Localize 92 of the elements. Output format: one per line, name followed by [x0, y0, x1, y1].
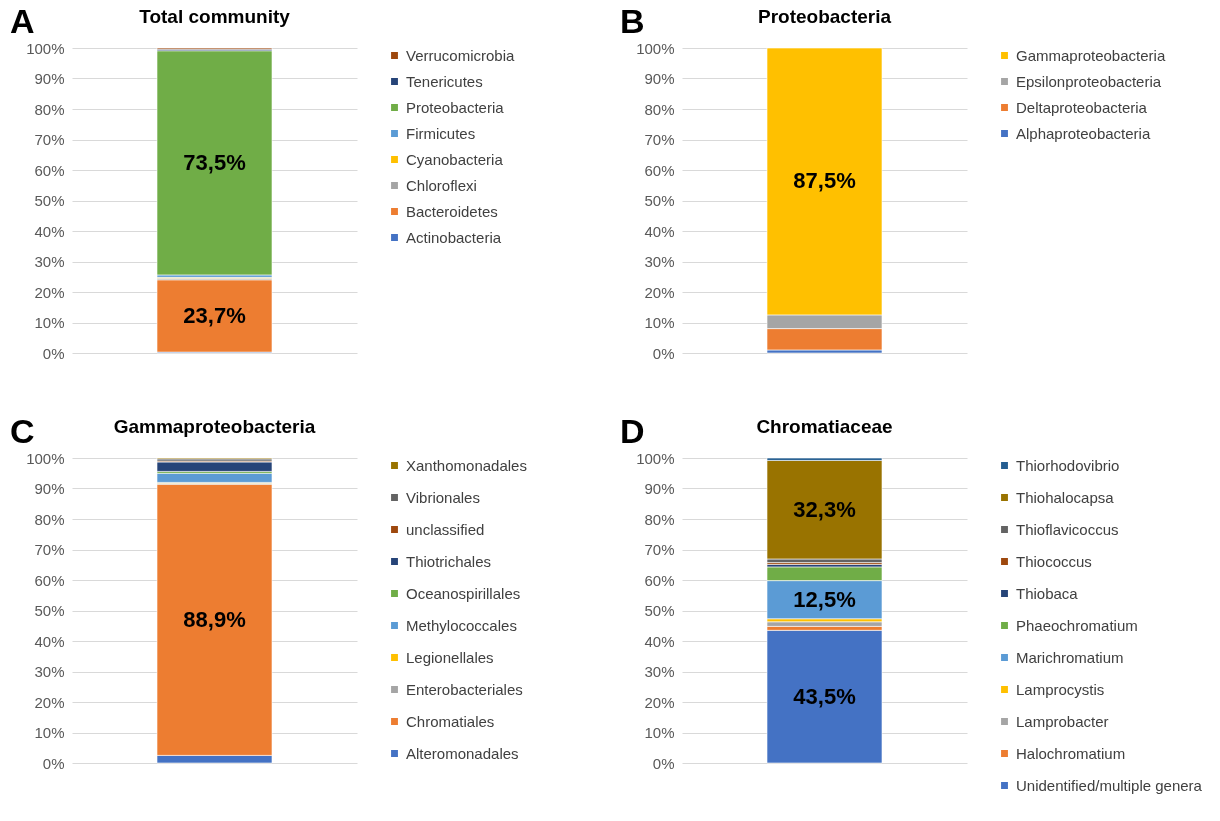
- legend-label: Firmicutes: [406, 124, 476, 142]
- legend-label: Alteromonadales: [406, 744, 519, 762]
- y-tick-label: 90%: [34, 480, 65, 497]
- legend-label: Legionellales: [406, 648, 494, 666]
- data-label: 12,5%: [793, 586, 856, 612]
- y-tick-label: 40%: [644, 632, 675, 650]
- y-tick-label: 40%: [34, 632, 65, 650]
- y-tick-label: 10%: [644, 724, 675, 741]
- chart-title: Total community: [139, 6, 291, 27]
- y-tick-label: 70%: [644, 541, 675, 558]
- legend-label: Thiorhodovibrio: [1016, 456, 1120, 474]
- legend-label: Phaeochromatium: [1016, 616, 1138, 634]
- legend-label: Marichromatium: [1016, 648, 1124, 666]
- legend-label: Thiococcus: [1016, 552, 1092, 570]
- legend-label: Proteobacteria: [406, 98, 505, 116]
- y-tick-label: 80%: [34, 100, 65, 118]
- legend-label: Epsilonproteobacteria: [1016, 72, 1162, 90]
- y-tick-label: 20%: [644, 283, 675, 301]
- legend-label: Enterobacteriales: [406, 680, 523, 698]
- y-tick-label: 100%: [26, 449, 65, 467]
- text: B: [620, 2, 645, 41]
- text: D: [620, 412, 645, 451]
- y-tick-label: 40%: [34, 222, 65, 240]
- legend-label: Unidentified/multiple genera: [1016, 776, 1203, 794]
- y-tick-label: 30%: [34, 663, 65, 680]
- y-tick-label: 90%: [644, 480, 675, 497]
- y-tick-label: 50%: [34, 192, 65, 209]
- legend-label: Xanthomonadales: [406, 456, 527, 474]
- legend-label: Verrucomicrobia: [406, 46, 516, 64]
- y-tick-label: 20%: [34, 693, 65, 711]
- y-tick-label: 100%: [26, 39, 65, 57]
- y-tick-label: 10%: [34, 314, 65, 331]
- legend-label: Actinobacteria: [406, 228, 502, 246]
- data-label: 32,3%: [793, 496, 856, 522]
- y-tick-label: 30%: [34, 253, 65, 270]
- data-label: 73,5%: [183, 149, 246, 175]
- y-tick-label: 50%: [644, 602, 675, 619]
- y-tick-label: 50%: [644, 192, 675, 209]
- legend-label: Thiobaca: [1016, 584, 1079, 602]
- legend-label: Tenericutes: [406, 72, 483, 90]
- legend-label: Thiohalocapsa: [1016, 488, 1115, 506]
- y-tick-label: 90%: [34, 70, 65, 87]
- legend-label: Halochromatium: [1016, 744, 1126, 762]
- y-tick-label: 60%: [644, 161, 675, 179]
- y-tick-label: 90%: [644, 70, 675, 87]
- y-tick-label: 0%: [42, 344, 65, 362]
- legend-label: Chloroflexi: [406, 176, 477, 194]
- legend-label: Thioflavicoccus: [1016, 520, 1119, 538]
- data-label: 23,7%: [183, 302, 246, 328]
- chart-title: Gammaproteobacteria: [113, 416, 316, 437]
- data-label: 87,5%: [793, 168, 856, 194]
- legend-label: Methylococcales: [406, 616, 517, 634]
- legend-label: unclassified: [406, 520, 485, 538]
- legend-label: Deltaproteobacteria: [1016, 98, 1148, 116]
- legend-label: Bacteroidetes: [406, 202, 498, 220]
- chart-title: Proteobacteria: [757, 6, 892, 27]
- y-tick-label: 100%: [636, 39, 675, 57]
- legend-label: Chromatiales: [406, 712, 495, 730]
- legend-label: Lamprocystis: [1016, 680, 1105, 698]
- y-tick-label: 10%: [34, 724, 65, 741]
- legend-label: Gammaproteobacteria: [1016, 46, 1166, 64]
- y-tick-label: 70%: [644, 131, 675, 148]
- y-tick-label: 30%: [644, 253, 675, 270]
- legend-label: Oceanospirillales: [406, 584, 521, 602]
- y-tick-label: 0%: [652, 344, 675, 362]
- data-label: 43,5%: [793, 683, 856, 709]
- y-tick-label: 80%: [644, 510, 675, 528]
- y-tick-label: 60%: [644, 571, 675, 589]
- chart-title: Chromatiaceae: [756, 416, 893, 437]
- text: C: [10, 412, 35, 451]
- legend-label: Lamprobacter: [1016, 712, 1109, 730]
- y-tick-label: 40%: [644, 222, 675, 240]
- y-tick-label: 60%: [34, 161, 65, 179]
- y-tick-label: 100%: [636, 449, 675, 467]
- legend-label: Thiotrichales: [406, 552, 492, 570]
- legend-label: Cyanobacteria: [406, 150, 504, 168]
- y-tick-label: 70%: [34, 541, 65, 558]
- y-tick-label: 60%: [34, 571, 65, 589]
- y-tick-label: 0%: [42, 754, 65, 772]
- y-tick-label: 20%: [34, 283, 65, 301]
- legend-label: Alphaproteobacteria: [1016, 124, 1151, 142]
- y-tick-label: 50%: [34, 602, 65, 619]
- y-tick-label: 80%: [34, 510, 65, 528]
- y-tick-label: 70%: [34, 131, 65, 148]
- data-label: 88,9%: [183, 606, 246, 632]
- y-tick-label: 0%: [652, 754, 675, 772]
- text: A: [10, 2, 35, 41]
- y-tick-label: 20%: [644, 693, 675, 711]
- y-tick-label: 80%: [644, 100, 675, 118]
- y-tick-label: 10%: [644, 314, 675, 331]
- legend-label: Vibrionales: [406, 488, 480, 506]
- y-tick-label: 30%: [644, 663, 675, 680]
